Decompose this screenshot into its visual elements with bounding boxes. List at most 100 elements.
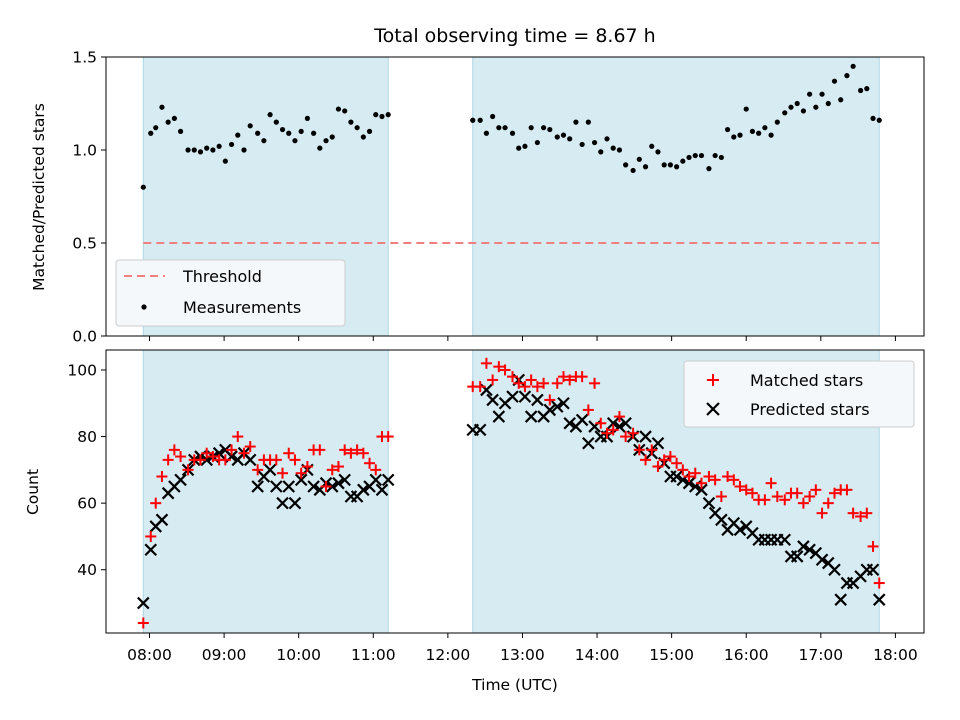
matched-star-point: [487, 374, 499, 386]
predicted-star-point: [797, 540, 810, 553]
matched-star-point: [207, 451, 219, 463]
matched-star-point: [620, 431, 632, 443]
predicted-star-mark: [155, 513, 169, 527]
bottom-legend-box: [683, 360, 915, 428]
predicted-star-mark: [338, 473, 351, 487]
measurement-point: [304, 115, 310, 121]
measurement-point: [642, 164, 649, 170]
predicted-star-mark: [809, 546, 823, 560]
x-tick-label: 18:00: [873, 646, 918, 664]
measurement-point: [630, 167, 636, 174]
measurement-point: [191, 147, 197, 153]
matched-star-point: [201, 447, 213, 459]
measurement-point: [718, 154, 724, 161]
predicted-star-mark: [137, 596, 150, 610]
predicted-star-point: [815, 553, 829, 567]
predicted-star-mark: [866, 563, 880, 577]
measurement-point: [171, 115, 177, 121]
predicted-star-point: [282, 480, 296, 493]
top-shaded-interval: [472, 56, 880, 337]
predicted-star-mark: [270, 480, 283, 493]
measurement-point: [140, 184, 146, 190]
measurement-point: [591, 139, 598, 146]
predicted-star-mark: [332, 476, 345, 490]
matched-star-point: [270, 454, 282, 466]
predicted-star-mark: [803, 543, 816, 557]
measurement-point: [228, 141, 235, 148]
predicted-star-mark: [682, 476, 696, 490]
top-axes-frame: [105, 56, 925, 337]
measurement-point: [323, 138, 329, 144]
predicted-star-point: [263, 463, 277, 477]
measurement-point: [317, 145, 323, 151]
measurement-point: [857, 87, 864, 94]
predicted-star-point: [715, 513, 728, 527]
matched-star-point: [715, 490, 727, 502]
matched-star-point: [557, 371, 569, 383]
measurement-point: [649, 143, 655, 149]
measurement-point: [610, 145, 616, 151]
matched-star-point: [582, 404, 594, 416]
predicted-star-mark: [778, 533, 792, 547]
measurement-point: [516, 145, 522, 151]
measurement-point: [235, 132, 241, 138]
predicted-star-point: [473, 423, 487, 437]
predicted-star-point: [702, 496, 716, 510]
bottom-x-ticks: 08:00 09:00 10:00 11:00 12:00 13:00 14:00 15:00…: [127, 633, 918, 664]
measurement-point: [782, 110, 788, 116]
matched-star-point: [873, 577, 885, 589]
x-tick-label: 15:00: [649, 646, 694, 664]
matched-star-point: [357, 447, 369, 459]
measurement-point: [864, 86, 870, 92]
matched-star-point: [740, 484, 752, 496]
predicted-star-point: [866, 563, 880, 577]
matched-star-point: [232, 431, 244, 443]
measurement-point: [813, 104, 819, 110]
matched-stars-points: [137, 357, 885, 629]
predicted-star-mark: [375, 483, 389, 497]
matched-star-point: [162, 454, 174, 466]
predicted-star-mark: [639, 430, 652, 443]
predicted-star-point: [563, 416, 576, 430]
matched-star-point: [646, 444, 658, 456]
predicted-star-mark: [263, 463, 277, 477]
measurement-point: [222, 158, 228, 164]
matched-star-point: [238, 447, 250, 459]
matched-star-point: [861, 507, 873, 519]
matched-star-point: [671, 457, 683, 469]
measurement-point: [348, 119, 354, 125]
predicted-star-mark: [381, 473, 395, 487]
legend-threshold-label: Threshold: [182, 267, 262, 286]
measurement-point: [825, 100, 831, 107]
matched-star-point: [551, 377, 563, 389]
matched-star-point: [828, 487, 840, 499]
measurement-point: [177, 128, 184, 134]
matched-star-point: [771, 490, 783, 502]
matched-star-point: [531, 381, 543, 393]
matched-star-point: [182, 464, 194, 476]
predicted-star-mark: [543, 403, 557, 417]
predicted-star-mark: [872, 593, 886, 606]
predicted-star-mark: [524, 410, 538, 423]
predicted-star-point: [682, 476, 696, 490]
predicted-star-mark: [834, 593, 847, 606]
measurement-point: [636, 156, 642, 162]
count-panel: 40 60 80 100 08:00 09:00 10:00 11:00 12:00 13:00…: [24, 349, 925, 694]
matched-star-point: [847, 507, 859, 519]
matched-star-point: [499, 364, 511, 376]
measurement-point: [819, 91, 825, 97]
measurement-point: [216, 143, 222, 149]
x-tick-label: 12:00: [426, 646, 471, 664]
predicted-star-point: [872, 593, 886, 606]
matched-star-point: [538, 377, 550, 389]
predicted-star-mark: [243, 453, 257, 467]
predicted-star-point: [834, 593, 847, 606]
matched-star-point: [175, 451, 187, 463]
x-tick-label: 08:00: [127, 646, 172, 664]
measurement-point: [385, 112, 391, 118]
matched-star-point: [519, 381, 531, 393]
predicted-star-mark: [294, 473, 308, 487]
predicted-star-mark: [251, 480, 264, 493]
matched-star-point: [683, 471, 695, 483]
